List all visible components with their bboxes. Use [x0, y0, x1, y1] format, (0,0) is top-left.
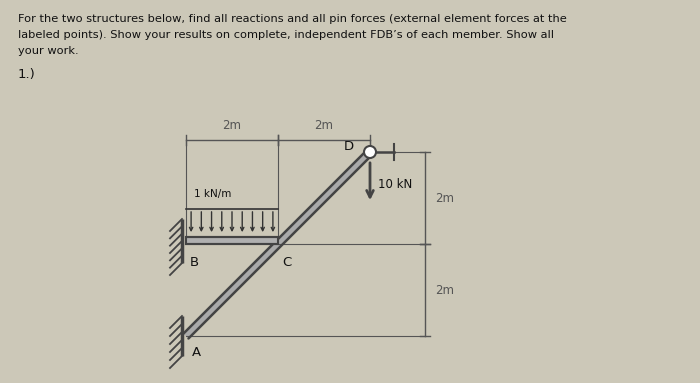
Text: 2m: 2m: [435, 283, 454, 296]
Bar: [186, 237, 278, 244]
Text: 1.): 1.): [18, 68, 36, 81]
Text: 10 kN: 10 kN: [378, 178, 412, 192]
Circle shape: [364, 146, 376, 158]
Text: your work.: your work.: [18, 46, 78, 56]
Text: labeled points). Show your results on complete, independent FDB’s of each member: labeled points). Show your results on co…: [18, 30, 554, 40]
Text: A: A: [192, 346, 201, 359]
Text: D: D: [344, 139, 354, 152]
Text: B: B: [190, 256, 199, 269]
Text: 2m: 2m: [223, 119, 241, 132]
Text: C: C: [282, 256, 291, 269]
Text: For the two structures below, find all reactions and all pin forces (external el: For the two structures below, find all r…: [18, 14, 567, 24]
Polygon shape: [183, 149, 372, 339]
Text: 1 kN/m: 1 kN/m: [194, 189, 232, 199]
Text: 2m: 2m: [435, 192, 454, 205]
Text: 2m: 2m: [314, 119, 333, 132]
